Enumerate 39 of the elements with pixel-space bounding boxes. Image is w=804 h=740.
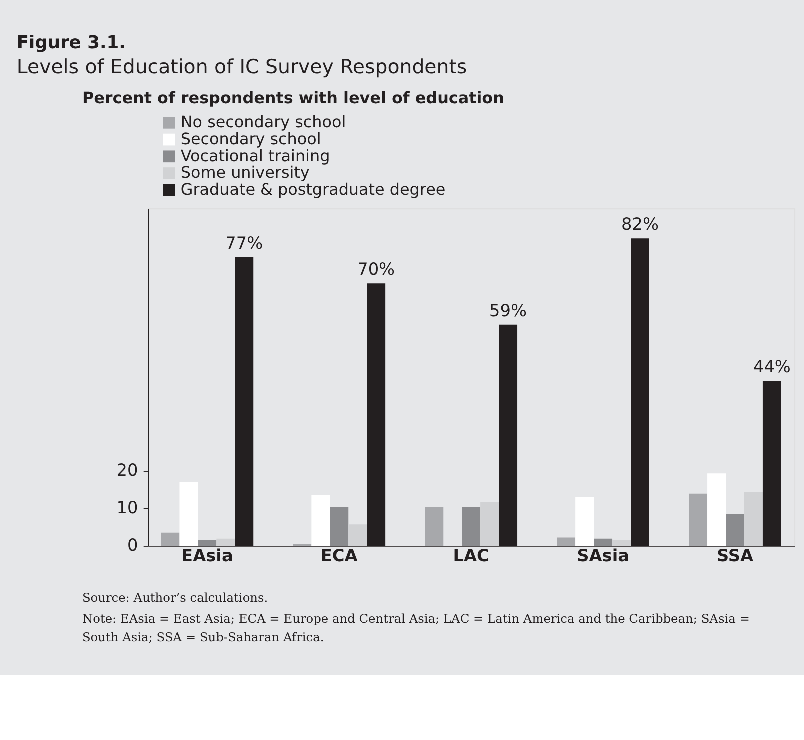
text: Note: EAsia = East Asia; ECA = Europe and Central Asia; LAC = Latin America and the Caribbean; SAsia = South Asia; SSA = Sub-Saharan Africa. [82, 612, 750, 645]
x-tick-label: SAsia [577, 545, 630, 566]
data-label: 44% [753, 356, 791, 377]
bar [744, 492, 763, 546]
x-tick-label: LAC [453, 545, 490, 566]
bar [180, 482, 198, 546]
bar [348, 524, 368, 546]
legend-label: Graduate & postgraduate degree [180, 180, 446, 200]
bar [425, 507, 444, 546]
bar [726, 514, 744, 546]
legend-label: No secondary school [180, 112, 346, 132]
bar [462, 507, 481, 546]
x-tick-label: SSA [716, 545, 754, 566]
chart-title: Figure 3.1. [16, 32, 126, 54]
bar [594, 538, 613, 546]
bar [216, 538, 236, 546]
text: Percent of respondents with level of education [82, 88, 504, 108]
bar [330, 507, 349, 546]
y-tick-label: 0 [127, 535, 138, 556]
bar [312, 495, 330, 546]
bar [161, 532, 180, 546]
legend-label: Some university [180, 163, 310, 182]
bar [612, 540, 632, 546]
x-tick-label: EAsia [182, 545, 234, 566]
y-tick-label: 10 [116, 498, 138, 518]
x-tick-label: ECA [320, 545, 358, 566]
bar [689, 494, 708, 546]
bar [557, 538, 576, 546]
chart-subtitle: Levels of Education of IC Survey Respondents [16, 56, 468, 79]
data-label: 82% [622, 214, 659, 234]
bar [480, 502, 500, 546]
y-tick-label: 20 [116, 460, 138, 480]
data-label: 77% [226, 232, 264, 253]
bar [198, 540, 217, 546]
data-label: 70% [358, 259, 396, 280]
bar [576, 497, 594, 546]
source-note: Source: Author’s calculations. [82, 591, 268, 606]
data-label: 59% [490, 300, 528, 320]
bar [708, 474, 726, 546]
